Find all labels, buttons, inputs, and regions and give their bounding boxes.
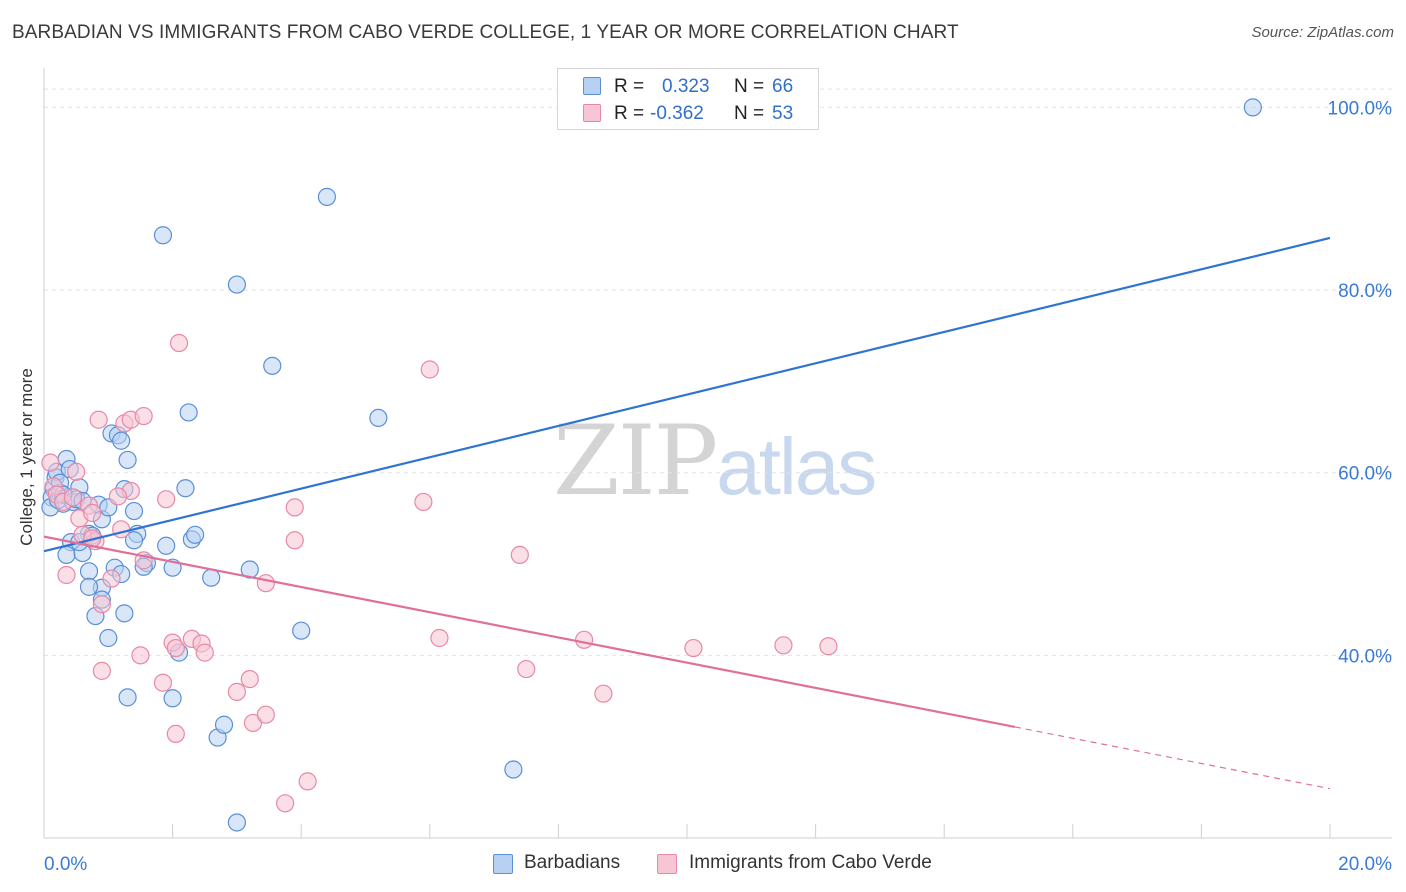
legend-r-value: 0.323 — [662, 76, 710, 97]
trend-line — [43, 236, 1331, 553]
trend-line-solid — [43, 535, 1016, 729]
watermark-zip: ZIP — [553, 405, 718, 517]
barbadian-point — [369, 408, 388, 428]
trend-line-dashed — [1014, 726, 1331, 790]
legend-n-label: N = — [734, 103, 765, 124]
legend-n-label: N = — [734, 76, 765, 97]
cabo-verde-point — [131, 646, 150, 665]
barbadian-point — [163, 689, 182, 708]
barbadian-point — [118, 688, 137, 707]
legend-row-cabo-verde: R = -0.362 N = 53 — [558, 101, 818, 127]
chart-title: BARBADIAN VS IMMIGRANTS FROM CABO VERDE … — [12, 22, 959, 43]
watermark-atlas: atlas — [716, 422, 877, 511]
cabo-verde-point — [67, 462, 86, 481]
cabo-verde-point — [102, 569, 121, 588]
barbadian-point — [79, 577, 99, 596]
correlation-legend: R = 0.323 N = 66 R = -0.362 N = 53 — [557, 68, 819, 130]
chart-source: Source: ZipAtlas.com — [1251, 24, 1394, 41]
barbadian-point — [214, 715, 234, 734]
cabo-verde-point — [166, 724, 185, 743]
cabo-verde-point — [57, 565, 76, 585]
cabo-verde-point — [92, 661, 111, 680]
cabo-verde-point — [510, 545, 529, 564]
barbadian-point — [227, 813, 246, 832]
cabo-verde-point — [594, 684, 613, 703]
legend-label-cabo-verde: Immigrants from Cabo Verde — [689, 852, 932, 873]
cabo-verde-point — [41, 453, 60, 472]
cabo-verde-point — [92, 595, 111, 614]
cabo-verde-point — [169, 333, 189, 353]
cabo-verde-point — [819, 637, 838, 656]
y-axis-label: College, 1 year or more — [17, 368, 36, 546]
cabo-verde-point — [276, 794, 295, 813]
y-tick-label: 40.0% — [1338, 646, 1392, 667]
cabo-verde-point — [517, 659, 536, 679]
legend-swatch-blue — [583, 77, 601, 95]
zipatlas-watermark: ZIPatlas — [553, 405, 877, 517]
cabo-verde-point — [240, 669, 259, 689]
legend-r-label: R = — [614, 76, 645, 97]
legend-label-barbadians: Barbadians — [524, 852, 621, 873]
barbadian-point — [186, 525, 205, 544]
x-tick-label-max: 20.0% — [1338, 854, 1392, 875]
cabo-verde-point — [63, 488, 83, 507]
x-tick-label-min: 0.0% — [44, 854, 87, 875]
barbadian-point — [57, 545, 76, 564]
barbadian-point — [157, 536, 176, 555]
cabo-verde-point — [285, 498, 304, 517]
cabo-verde-point — [430, 628, 449, 648]
barbadian-point — [202, 568, 221, 587]
cabo-verde-point — [256, 574, 275, 593]
cabo-verde-point — [684, 638, 703, 658]
cabo-verde-point — [108, 487, 128, 506]
barbadian-point — [79, 562, 99, 581]
cabo-verde-point — [83, 503, 102, 522]
barbadian-point — [118, 450, 137, 470]
barbadian-point — [124, 501, 144, 521]
cabo-verde-point — [420, 360, 439, 379]
barbadian-point — [99, 628, 118, 648]
y-tick-label: 80.0% — [1338, 281, 1392, 302]
barbadian-point — [1243, 98, 1262, 117]
cabo-verde-point — [414, 492, 433, 512]
barbadian-point — [263, 356, 282, 375]
cabo-verde-point — [134, 406, 153, 426]
cabo-verde-point — [195, 643, 214, 662]
y-tick-label: 60.0% — [1338, 464, 1392, 485]
cabo-verde-point — [774, 636, 793, 655]
barbadian-point — [179, 403, 198, 422]
cabo-verde-point — [575, 630, 594, 649]
barbadian-point — [176, 479, 195, 498]
legend-swatch-barbadians — [493, 854, 513, 874]
legend-r-value: -0.362 — [650, 103, 704, 124]
barbadian-point — [317, 187, 337, 206]
legend-swatch-cabo-verde — [657, 854, 677, 874]
cabo-verde-point — [256, 705, 275, 724]
cabo-verde-point — [227, 682, 246, 701]
legend-n-value: 66 — [772, 76, 794, 97]
barbadian-point — [124, 531, 144, 550]
cabo-verde-point — [285, 531, 304, 550]
legend-r-label: R = — [614, 103, 645, 124]
series-legend: Barbadians Immigrants from Cabo Verde — [0, 852, 1406, 878]
barbadian-point — [153, 226, 173, 245]
barbadian-point — [504, 760, 523, 779]
barbadian-point — [227, 275, 246, 294]
legend-n-value: 53 — [772, 103, 794, 124]
cabo-verde-point — [243, 713, 263, 733]
cabo-verde-point — [157, 490, 176, 509]
legend-swatch-pink — [583, 104, 601, 122]
legend-row-barbadians: R = 0.323 N = 66 — [558, 74, 818, 100]
cabo-verde-point — [153, 673, 173, 692]
barbadian-point — [292, 621, 311, 640]
cabo-verde-point — [298, 772, 317, 791]
y-tick-label: 100.0% — [1328, 98, 1393, 119]
barbadian-point — [115, 604, 134, 623]
barbadian-point — [112, 431, 131, 450]
cabo-verde-point — [166, 638, 185, 658]
cabo-verde-point — [112, 520, 131, 539]
cabo-verde-point — [89, 410, 108, 429]
